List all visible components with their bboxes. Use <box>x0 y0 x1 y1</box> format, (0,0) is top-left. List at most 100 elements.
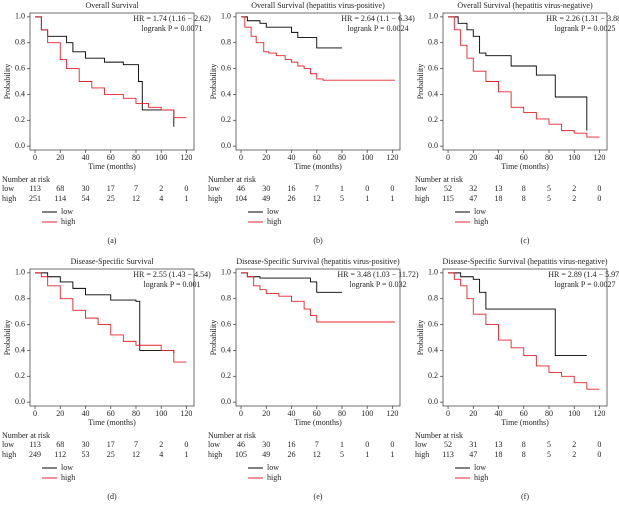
plot-frame <box>29 12 195 151</box>
x-tick-label: 80 <box>545 153 553 162</box>
y-axis-label: Probability <box>209 320 218 356</box>
x-tick-label: 80 <box>338 153 346 162</box>
annotation: logrank P = 0.001 <box>143 280 200 289</box>
risk-row-label: low <box>2 184 14 193</box>
panel-label: (e) <box>314 492 323 501</box>
risk-count: 16 <box>288 184 296 193</box>
panel-title: Overall Survival (hepatitis virus-negati… <box>457 1 593 10</box>
panel-label: (d) <box>107 492 117 501</box>
y-tick-label: 0.2 <box>221 371 231 380</box>
risk-count: 18 <box>495 450 503 459</box>
risk-row-label: high <box>208 194 222 203</box>
risk-count: 2 <box>572 194 576 203</box>
risk-count: 2 <box>159 440 163 449</box>
y-axis-label: Probability <box>416 320 425 356</box>
survival-curve <box>448 16 588 131</box>
x-tick-label: 120 <box>593 409 605 418</box>
risk-count: 47 <box>469 450 477 459</box>
legend-label: high <box>474 217 488 226</box>
risk-count: 0 <box>390 184 394 193</box>
y-tick-label: 0.4 <box>221 89 231 98</box>
y-tick-label: 0.8 <box>221 38 231 47</box>
x-axis-label: Time (months) <box>501 162 549 171</box>
x-tick-label: 0 <box>33 153 37 162</box>
y-tick-label: 0.2 <box>15 371 25 380</box>
y-tick-label: 0.8 <box>221 294 231 303</box>
risk-count: 8 <box>522 184 526 193</box>
x-tick-label: 20 <box>469 409 477 418</box>
risk-row-label: high <box>2 194 16 203</box>
survival-curve <box>35 272 187 363</box>
risk-count: 32 <box>469 184 477 193</box>
x-axis-label: Time (months) <box>501 418 549 427</box>
plot-frame <box>442 12 608 151</box>
x-tick-label: 60 <box>313 409 321 418</box>
panel-title: Disease-Specific Survival <box>71 257 155 266</box>
annotation: logrank P = 0.0025 <box>554 24 615 33</box>
legend-label: high <box>474 473 488 482</box>
risk-count: 105 <box>235 450 247 459</box>
y-tick-label: 0.0 <box>15 397 25 406</box>
x-tick-label: 120 <box>386 153 398 162</box>
y-tick-label: 0.0 <box>15 141 25 150</box>
x-tick-label: 40 <box>495 153 503 162</box>
x-tick-label: 20 <box>262 409 270 418</box>
x-tick-label: 120 <box>180 409 192 418</box>
x-axis-label: Time (months) <box>294 418 342 427</box>
plot-frame <box>235 268 401 407</box>
risk-row-label: low <box>415 184 427 193</box>
y-tick-label: 1.0 <box>221 12 231 21</box>
x-tick-label: 100 <box>568 409 580 418</box>
risk-count: 25 <box>107 450 115 459</box>
x-tick-label: 40 <box>82 409 90 418</box>
risk-count: 5 <box>547 184 551 193</box>
risk-count: 52 <box>444 440 452 449</box>
x-tick-label: 60 <box>520 409 528 418</box>
risk-count: 49 <box>262 194 270 203</box>
legend-label: high <box>267 217 281 226</box>
risk-count: 4 <box>159 450 163 459</box>
y-tick-label: 0.6 <box>15 319 25 328</box>
x-tick-label: 20 <box>262 153 270 162</box>
legend-label: low <box>267 463 279 472</box>
plot-frame <box>442 268 608 407</box>
risk-count: 8 <box>522 440 526 449</box>
panel-title: Disease-Specific Survival (hepatitis vir… <box>236 257 400 266</box>
risk-count: 113 <box>29 440 41 449</box>
y-tick-label: 1.0 <box>221 268 231 277</box>
risk-count: 5 <box>547 440 551 449</box>
x-tick-label: 80 <box>132 153 140 162</box>
risk-count: 1 <box>340 440 344 449</box>
risk-count: 68 <box>56 440 64 449</box>
risk-row-label: high <box>208 450 222 459</box>
risk-row-label: low <box>208 184 220 193</box>
risk-count: 16 <box>288 440 296 449</box>
risk-count: 17 <box>107 184 115 193</box>
risk-count: 30 <box>262 440 270 449</box>
risk-count: 5 <box>340 194 344 203</box>
legend-label: low <box>61 207 73 216</box>
y-tick-label: 1.0 <box>428 12 438 21</box>
risk-count: 1 <box>184 194 188 203</box>
x-tick-label: 40 <box>495 409 503 418</box>
y-tick-label: 0.0 <box>428 397 438 406</box>
x-tick-label: 120 <box>180 153 192 162</box>
x-tick-label: 20 <box>469 153 477 162</box>
risk-count: 7 <box>315 184 319 193</box>
y-tick-label: 1.0 <box>15 12 25 21</box>
x-tick-label: 60 <box>107 153 115 162</box>
panel-label: (f) <box>521 492 529 501</box>
x-tick-label: 0 <box>239 409 243 418</box>
y-axis-label: Probability <box>416 64 425 100</box>
risk-count: 1 <box>390 194 394 203</box>
annotation: HR = 1.74 (1.16 − 2.62) <box>133 14 211 23</box>
x-tick-label: 120 <box>593 153 605 162</box>
risk-table-title: Number at risk <box>2 175 50 184</box>
risk-row-label: high <box>415 450 429 459</box>
risk-count: 12 <box>132 194 140 203</box>
risk-count: 1 <box>184 450 188 459</box>
survival-curve <box>448 16 600 138</box>
y-tick-label: 1.0 <box>15 268 25 277</box>
risk-count: 18 <box>495 194 503 203</box>
risk-count: 54 <box>82 194 90 203</box>
